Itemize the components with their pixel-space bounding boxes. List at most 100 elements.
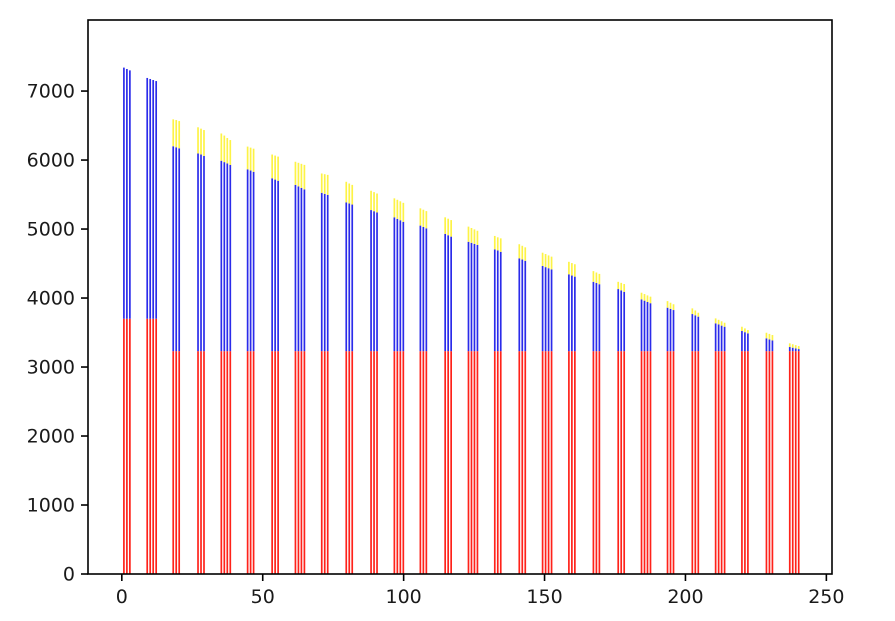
bar-segment-red xyxy=(297,351,300,574)
bar-segment-blue xyxy=(620,290,623,352)
bar-segment-yellow xyxy=(220,133,223,161)
bar-segment-yellow xyxy=(646,295,649,302)
bar-segment-yellow xyxy=(598,273,601,285)
y-tick-label: 5000 xyxy=(27,219,75,241)
bar-segment-red xyxy=(473,351,476,574)
bar-segment-blue xyxy=(402,221,405,352)
bar-segment-yellow xyxy=(791,344,794,348)
bar-segment-yellow xyxy=(524,247,527,261)
bar-segment-red xyxy=(643,351,646,574)
bar-segment-yellow xyxy=(496,237,499,251)
bar-segment-red xyxy=(294,351,297,574)
bar-segment-red xyxy=(277,351,279,574)
bar-segment-yellow xyxy=(370,190,372,211)
bar-segment-yellow xyxy=(697,312,700,317)
bar-segment-yellow xyxy=(592,271,595,282)
bar-segment-yellow xyxy=(249,147,252,171)
bar-segment-blue xyxy=(547,268,550,352)
bar-segment-blue xyxy=(714,323,717,352)
bar-segment-yellow xyxy=(399,201,402,221)
bar-segment-yellow xyxy=(396,199,399,219)
bar-segment-yellow xyxy=(300,163,303,188)
bar-segment-yellow xyxy=(229,140,232,165)
bar-segment-blue xyxy=(717,324,720,352)
bar-segment-red xyxy=(771,351,774,574)
bar-segment-yellow xyxy=(297,162,300,187)
bar-segment-blue xyxy=(393,217,396,352)
bar-segment-red xyxy=(246,351,249,574)
bar-segment-blue xyxy=(467,241,470,352)
bar-segment-yellow xyxy=(320,173,323,193)
bar-segment-blue xyxy=(229,164,232,352)
bar-segment-red xyxy=(592,351,595,574)
bar-segment-yellow xyxy=(203,130,205,156)
bar-segment-blue xyxy=(274,179,276,352)
bar-segment-red xyxy=(129,318,131,574)
y-tick-label: 6000 xyxy=(27,150,75,172)
bar-segment-yellow xyxy=(574,264,576,277)
bar-segment-red xyxy=(178,351,181,574)
bar-segment-red xyxy=(794,351,797,574)
bar-segment-red xyxy=(595,351,598,574)
bar-segment-red xyxy=(518,351,521,574)
bar-segment-blue xyxy=(574,276,576,352)
bar-segment-blue xyxy=(496,250,499,352)
bar-segment-red xyxy=(425,351,428,574)
bar-segment-blue xyxy=(568,274,570,352)
bar-segment-blue xyxy=(723,326,726,352)
bar-segment-blue xyxy=(473,243,476,352)
bar-segment-yellow xyxy=(473,229,476,244)
bar-segment-red xyxy=(640,351,643,574)
bar-segment-blue xyxy=(220,160,223,352)
y-tick-label: 1000 xyxy=(27,495,75,517)
bar-segment-yellow xyxy=(623,284,626,292)
bar-segment-blue xyxy=(294,184,297,352)
bar-segment-yellow xyxy=(765,332,768,339)
bar-segment-blue xyxy=(791,347,794,352)
bar-segment-blue xyxy=(373,211,375,352)
bar-segment-red xyxy=(271,351,273,574)
bar-segment-red xyxy=(467,351,470,574)
bar-segment-red xyxy=(402,351,405,574)
bar-segment-yellow xyxy=(741,326,743,332)
bar-segment-yellow xyxy=(518,244,521,259)
bar-segment-blue xyxy=(376,212,378,352)
bar-segment-red xyxy=(550,351,553,574)
bar-segment-red xyxy=(373,351,375,574)
bar-segment-blue xyxy=(476,244,479,352)
bar-segment-yellow xyxy=(274,155,276,180)
bar-segment-yellow xyxy=(271,154,273,179)
bar-segment-red xyxy=(399,351,402,574)
bar-segment-yellow xyxy=(252,148,255,172)
bar-segment-yellow xyxy=(797,346,800,350)
bar-segment-red xyxy=(126,318,128,574)
bar-segment-yellow xyxy=(617,281,620,290)
bar-segment-red xyxy=(370,351,372,574)
bar-segment-blue xyxy=(499,251,502,352)
bar-segment-blue xyxy=(592,281,595,352)
bar-segment-red xyxy=(765,351,768,574)
bar-segment-yellow xyxy=(720,321,723,326)
bar-segment-blue xyxy=(323,193,326,352)
bar-segment-yellow xyxy=(470,228,473,243)
bar-segment-red xyxy=(598,351,601,574)
bar-segment-yellow xyxy=(277,156,279,181)
bar-segment-red xyxy=(620,351,623,574)
bar-segment-yellow xyxy=(476,230,479,245)
bar-segment-blue xyxy=(155,81,158,319)
bar-segment-red xyxy=(747,351,749,574)
bar-segment-blue xyxy=(720,325,723,352)
bar-segment-yellow xyxy=(376,193,378,213)
bar-segment-red xyxy=(348,351,351,574)
bar-segment-yellow xyxy=(649,296,652,304)
bar-segment-yellow xyxy=(723,322,726,327)
y-tick-label: 7000 xyxy=(27,81,75,103)
bar-segment-red xyxy=(203,351,205,574)
y-tick-label: 2000 xyxy=(27,426,75,448)
bar-segment-blue xyxy=(422,226,425,352)
bar-segment-blue xyxy=(541,265,544,352)
bar-segment-yellow xyxy=(547,255,550,269)
bar-segment-red xyxy=(617,351,620,574)
bar-segment-blue xyxy=(450,236,452,352)
